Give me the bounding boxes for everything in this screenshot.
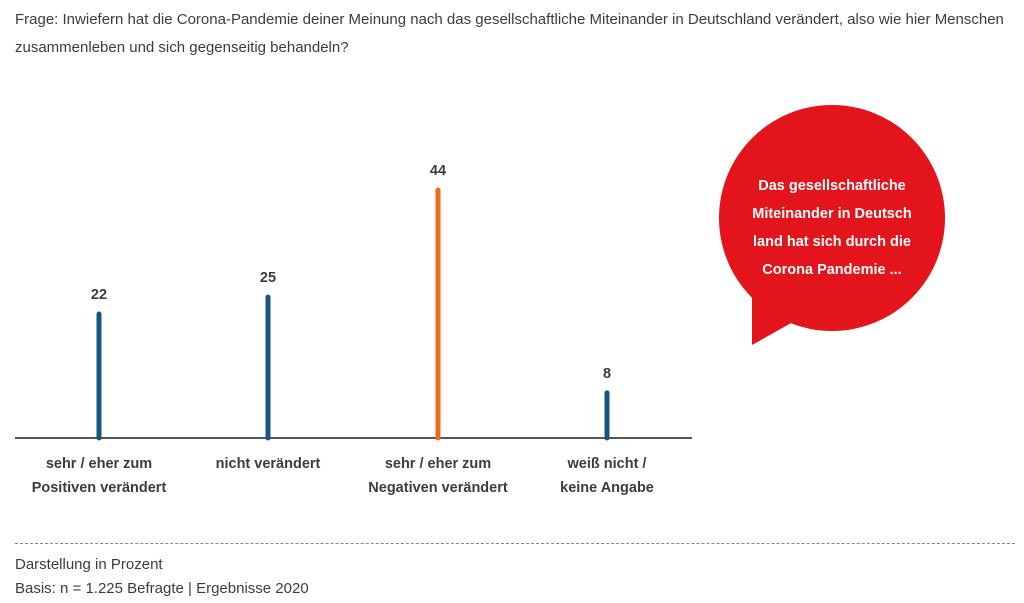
divider — [15, 543, 1015, 544]
category-label: sehr / eher zum Negativen verändert — [353, 452, 523, 500]
speech-bubble-circle — [719, 105, 945, 331]
value-label: 8 — [603, 366, 611, 382]
speech-bubble — [719, 105, 945, 345]
category-label-line: keine Angabe — [560, 480, 654, 496]
survey-question: Frage: Inwiefern hat die Corona-Pandemie… — [15, 11, 1004, 56]
speech-bubble-text: Das gesellschaftliche Miteinander in Deu… — [722, 172, 942, 284]
category-label: weiß nicht / keine Angabe — [522, 452, 692, 500]
category-label-line: Negativen verändert — [368, 480, 508, 496]
category-label-line: sehr / eher zum — [384, 456, 492, 472]
category-label: nicht verändert — [183, 452, 353, 476]
value-label: 25 — [260, 270, 276, 286]
bubble-line: Miteinander in Deutsch — [752, 206, 912, 222]
footer-basis: Basis: n = 1.225 Befragte | Ergebnisse 2… — [15, 580, 309, 597]
bubble-line: land hat sich durch die — [753, 234, 911, 250]
category-label-line: nicht verändert — [215, 456, 321, 472]
footer-note: Darstellung in Prozent — [15, 556, 163, 573]
category-label-line: sehr / eher zum — [45, 456, 153, 472]
speech-bubble-tail — [752, 290, 800, 345]
value-label: 44 — [430, 163, 446, 179]
value-label: 22 — [91, 287, 107, 303]
bubble-line: Das gesellschaftliche — [758, 178, 906, 194]
category-label: sehr / eher zum Positiven verändert — [14, 452, 184, 500]
category-label-line: weiß nicht / — [567, 456, 647, 472]
category-label-line: Positiven verändert — [31, 480, 167, 496]
bubble-line: Corona Pandemie ... — [762, 262, 902, 278]
